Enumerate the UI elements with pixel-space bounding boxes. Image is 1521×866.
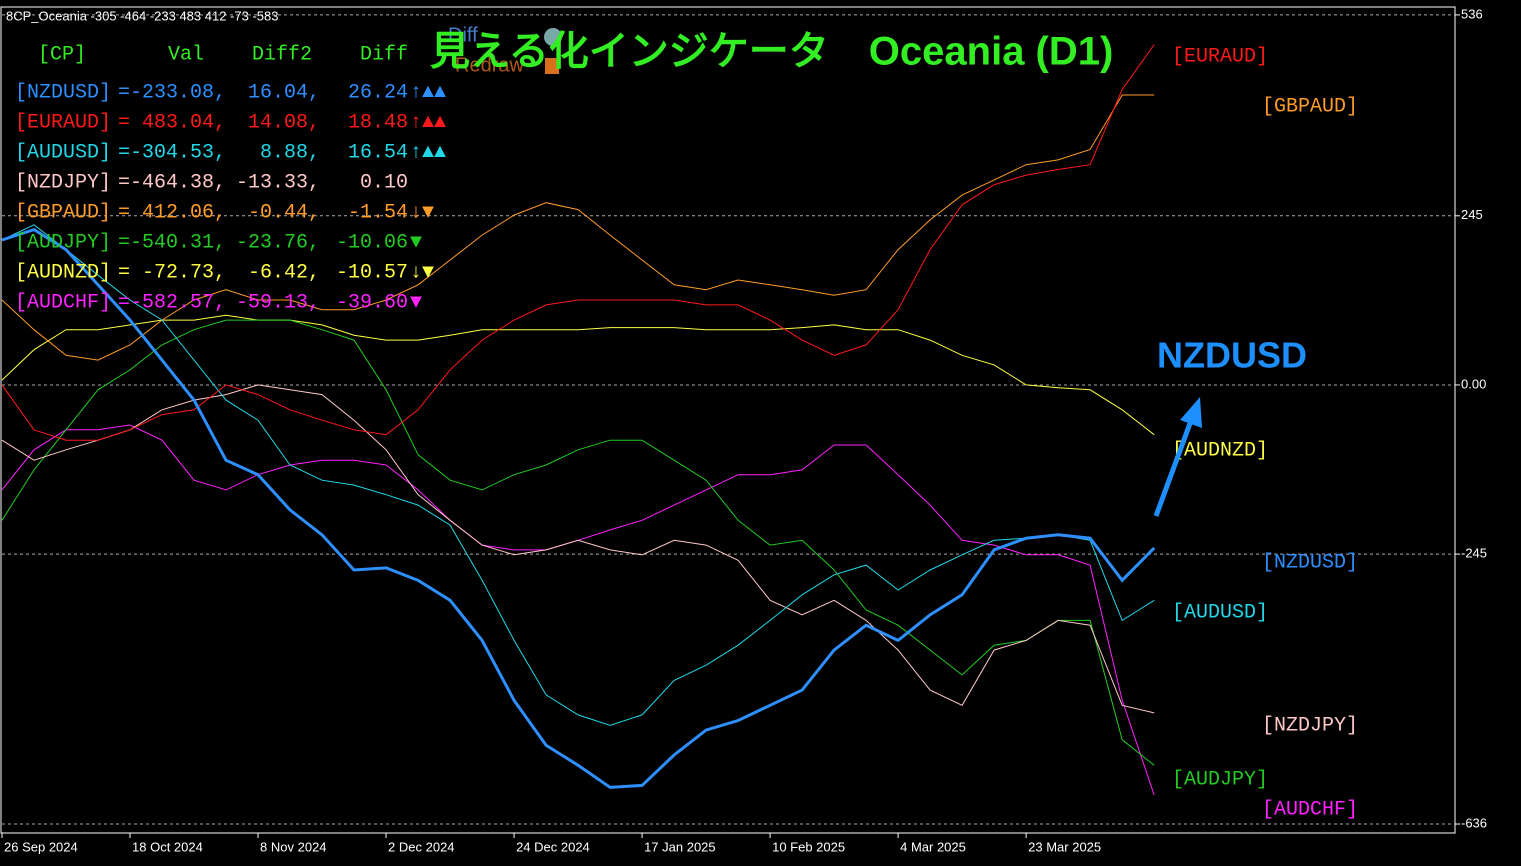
panel-diff2: -59.13, bbox=[236, 291, 320, 314]
panel-diff: -1.54 bbox=[348, 201, 408, 224]
y-tick-label: 536 bbox=[1461, 6, 1483, 21]
panel-header: Diff bbox=[360, 43, 408, 66]
panel-symbol: [AUDJPY] bbox=[15, 231, 111, 254]
panel-diff: 26.24 bbox=[348, 81, 408, 104]
y-tick-label: 0.00 bbox=[1461, 376, 1486, 391]
panel-diff: 18.48 bbox=[348, 111, 408, 134]
x-tick-label: 17 Jan 2025 bbox=[644, 839, 716, 854]
panel-symbol: [AUDUSD] bbox=[15, 141, 111, 164]
panel-val: = -72.73, bbox=[118, 261, 226, 284]
panel-val: =-582.57, bbox=[118, 291, 226, 314]
header-text: 8CP_Oceania -305 -464 -233 483 412 -73 -… bbox=[6, 8, 278, 23]
series-line bbox=[1, 319, 1155, 766]
x-tick-label: 4 Mar 2025 bbox=[900, 839, 966, 854]
y-tick-label: -636 bbox=[1461, 815, 1487, 830]
panel-val: = 412.06, bbox=[118, 201, 226, 224]
y-tick-label: 245 bbox=[1461, 207, 1483, 222]
panel-signal: ↑▲▲ bbox=[410, 141, 446, 164]
panel-val: =-540.31, bbox=[118, 231, 226, 254]
series-line bbox=[1, 224, 1155, 726]
series-label: [EURAUD] bbox=[1172, 45, 1268, 68]
series-label: [AUDUSD] bbox=[1172, 601, 1268, 624]
panel-signal: ↓▼ bbox=[410, 201, 434, 224]
panel-symbol: [AUDCHF] bbox=[15, 291, 111, 314]
panel-diff2: 8.88, bbox=[260, 141, 320, 164]
panel-symbol: [EURAUD] bbox=[15, 111, 111, 134]
panel-diff2: 16.04, bbox=[248, 81, 320, 104]
x-tick-label: 10 Feb 2025 bbox=[772, 839, 845, 854]
panel-diff: -10.06 bbox=[336, 231, 408, 254]
panel-signal: ↑▲▲ bbox=[410, 81, 446, 104]
panel-signal: ↑▲▲ bbox=[410, 111, 446, 134]
panel-diff2: -0.44, bbox=[248, 201, 320, 224]
series-line bbox=[1, 94, 1155, 361]
plot-border bbox=[0, 6, 1456, 834]
panel-val: = 483.04, bbox=[118, 111, 226, 134]
series-line bbox=[1, 314, 1155, 436]
panel-diff: 16.54 bbox=[348, 141, 408, 164]
panel-signal: ▼ bbox=[410, 231, 422, 254]
x-tick-label: 2 Dec 2024 bbox=[388, 839, 455, 854]
annotation-arrowhead bbox=[1180, 397, 1202, 428]
panel-val: =-233.08, bbox=[118, 81, 226, 104]
series-label: [NZDJPY] bbox=[1262, 714, 1358, 737]
panel-signal: ▼ bbox=[410, 291, 422, 314]
panel-diff2: 14.08, bbox=[248, 111, 320, 134]
series-line bbox=[1, 227, 1156, 789]
diff-button-icon[interactable] bbox=[544, 28, 562, 46]
panel-val: =-464.38, bbox=[118, 171, 226, 194]
annotation-arrow bbox=[1153, 417, 1195, 517]
panel: [CP] Val Diff2 Diff [NZDUSD] =-233.08, 16.04, 2… bbox=[15, 43, 446, 314]
series-line bbox=[1, 44, 1155, 441]
series-line bbox=[1, 384, 1155, 714]
y-tick-label: -245 bbox=[1461, 546, 1487, 561]
series-label: [AUDNZD] bbox=[1172, 439, 1268, 462]
panel-diff2: -13.33, bbox=[236, 171, 320, 194]
series-label: [AUDCHF] bbox=[1262, 798, 1358, 821]
series-label: [AUDJPY] bbox=[1172, 768, 1268, 791]
x-tick-label: 8 Nov 2024 bbox=[260, 839, 327, 854]
chart-title: 見える化インジケータ Oceania (D1) bbox=[430, 30, 1113, 74]
panel-symbol: [NZDUSD] bbox=[15, 81, 111, 104]
panel-diff2: -6.42, bbox=[248, 261, 320, 284]
redraw-button-icon[interactable] bbox=[545, 58, 559, 74]
redraw-button[interactable]: Redraw bbox=[455, 54, 524, 76]
x-tick-label: 26 Sep 2024 bbox=[4, 839, 78, 854]
panel-symbol: [AUDNZD] bbox=[15, 261, 111, 284]
panel-diff: 0.10 bbox=[360, 171, 408, 194]
diff-button[interactable]: Diff bbox=[448, 24, 478, 46]
x-tick-label: 23 Mar 2025 bbox=[1028, 839, 1101, 854]
panel-symbol: [NZDJPY] bbox=[15, 171, 111, 194]
series-label: [GBPAUD] bbox=[1262, 95, 1358, 118]
series-line bbox=[1, 424, 1155, 796]
panel-header: [CP] bbox=[38, 43, 86, 66]
panel-signal: ↓▼ bbox=[410, 261, 434, 284]
x-tick-label: 24 Dec 2024 bbox=[516, 839, 590, 854]
annotation: NZDUSD bbox=[1157, 335, 1307, 376]
x-tick-label: 18 Oct 2024 bbox=[132, 839, 203, 854]
series-label: [NZDUSD] bbox=[1262, 551, 1358, 574]
panel-symbol: [GBPAUD] bbox=[15, 201, 111, 224]
panel-diff2: -23.76, bbox=[236, 231, 320, 254]
panel-diff: -39.60 bbox=[336, 291, 408, 314]
panel-header: Val bbox=[168, 43, 204, 66]
panel-val: =-304.53, bbox=[118, 141, 226, 164]
panel-header: Diff2 bbox=[252, 43, 312, 66]
panel-diff: -10.57 bbox=[336, 261, 408, 284]
